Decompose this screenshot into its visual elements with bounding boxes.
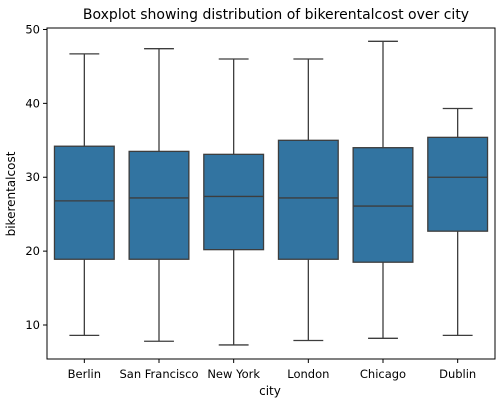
plot-frame xyxy=(46,27,496,360)
x-axis-label: city xyxy=(259,384,281,398)
box-chicago xyxy=(352,147,414,263)
box-new-york xyxy=(203,153,265,251)
y-tick-label: 40 xyxy=(25,96,40,110)
x-tick-label: London xyxy=(287,367,329,381)
box-berlin xyxy=(53,145,115,260)
box-dublin xyxy=(427,136,489,232)
plot-area: Berlin San Francisco New York London Chicago… xyxy=(25,22,496,381)
box-london xyxy=(277,139,339,260)
x-tick-label: San Francisco xyxy=(119,367,198,381)
x-tick-label: Chicago xyxy=(360,367,406,381)
box-san-francisco xyxy=(128,150,190,260)
y-tick-label: 20 xyxy=(25,244,40,258)
y-axis-label: bikerentalcost xyxy=(4,151,18,236)
y-tick-label: 10 xyxy=(25,318,40,332)
x-tick-label: Berlin xyxy=(68,367,101,381)
chart-title: Boxplot showing distribution of bikerent… xyxy=(83,7,469,23)
y-tick-label: 30 xyxy=(25,170,40,184)
y-tick-label: 50 xyxy=(25,22,40,36)
x-tick-label: New York xyxy=(207,367,260,381)
x-tick-label: Dublin xyxy=(439,367,476,381)
